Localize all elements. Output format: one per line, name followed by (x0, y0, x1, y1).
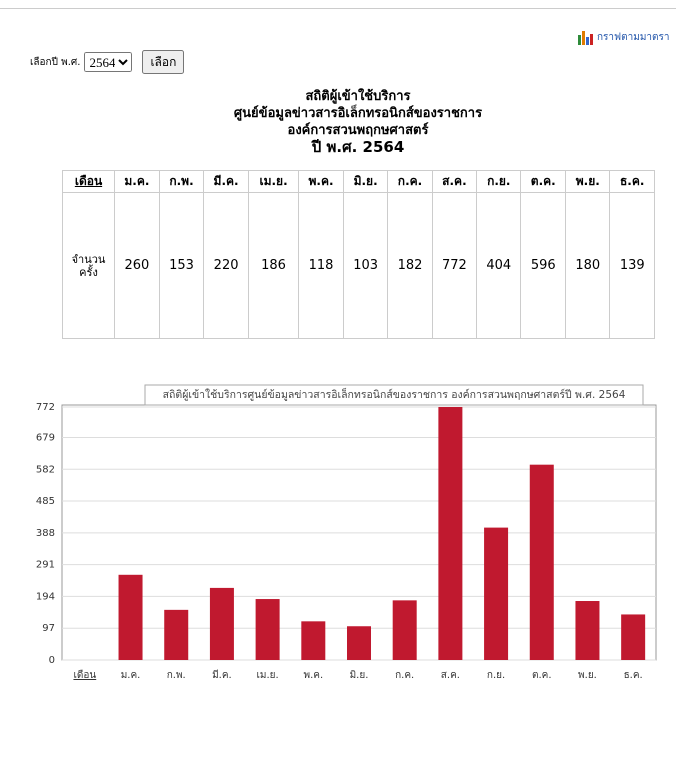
column-header: มิ.ย. (342, 170, 389, 193)
x-tick-label: ม.ค. (121, 670, 141, 681)
bar (529, 464, 554, 660)
column-header: พ.ย. (565, 170, 611, 193)
y-tick-label: 388 (36, 528, 55, 539)
chart-title: สถิติผู้เข้าใช้บริการศูนย์ข้อมูลข่าวสารอ… (163, 387, 626, 401)
chart-title-box (144, 384, 644, 406)
cell-value: 103 (342, 192, 389, 339)
x-tick-label: ส.ค. (441, 670, 460, 681)
column-header: ส.ค. (431, 170, 478, 193)
column-header: เดือน (62, 170, 115, 193)
y-tick-label: 772 (36, 402, 55, 413)
cell-value: 182 (387, 192, 433, 339)
column-header: ก.ค. (387, 170, 433, 193)
x-tick-label: เม.ย. (256, 670, 278, 681)
y-tick-label: 485 (36, 496, 55, 507)
x-tick-label: ก.ย. (487, 670, 505, 681)
x-tick-label: มี.ค. (212, 669, 232, 681)
cell-value: 153 (158, 192, 205, 339)
column-header: ธ.ค. (609, 170, 655, 193)
bar (255, 599, 280, 660)
column-header: มี.ค. (203, 170, 249, 193)
x-tick-label: ธ.ค. (624, 670, 643, 681)
cell-value: 139 (609, 192, 655, 339)
bar (347, 626, 371, 660)
bar (575, 601, 600, 660)
x-tick-label: พ.ย. (578, 670, 597, 681)
cell-value: 118 (298, 192, 344, 339)
column-header: ก.พ. (158, 170, 205, 193)
column-header: เม.ย. (247, 170, 300, 193)
bar (209, 587, 234, 660)
chart-icon (578, 31, 593, 45)
link-text[interactable]: กราฟตามมาตรา (597, 32, 670, 43)
title-line: สถิติผู้เข้าใช้บริการ (305, 89, 411, 104)
bar (484, 527, 509, 660)
y-tick-label: 582 (36, 464, 55, 475)
year-select[interactable]: 2564 (84, 52, 133, 72)
row-label: จำนวนครั้ง (62, 192, 115, 339)
column-header: ต.ค. (520, 170, 567, 193)
stats-table: เดือน ม.ค. ก.พ. มี.ค. เม.ย. พ.ค. มิ.ย. ก.ค. ส.ค.… (62, 170, 655, 339)
cell-value: 186 (247, 192, 300, 339)
bar (164, 609, 189, 660)
bar (301, 621, 326, 660)
cell-value: 772 (431, 192, 478, 339)
cell-value: 220 (203, 192, 249, 339)
x-tick-label: พ.ค. (303, 670, 323, 681)
cell-value: 404 (476, 192, 522, 339)
cell-value: 596 (520, 192, 567, 339)
cell-value: 260 (114, 192, 160, 339)
header-row: เดือน ม.ค. ก.พ. มี.ค. เม.ย. พ.ค. มิ.ย. ก.ค. ส.ค.… (62, 170, 655, 193)
bar (621, 614, 646, 660)
x-tick-label: ก.ค. (395, 670, 414, 681)
cell-value: 180 (565, 192, 611, 339)
y-tick-label: 679 (36, 432, 55, 443)
bar (392, 600, 417, 660)
y-tick-label: 97 (42, 623, 55, 634)
title-year: ปี พ.ศ. 2564 (311, 138, 405, 156)
top-border (0, 8, 676, 9)
submit-button[interactable]: เลือก (142, 50, 185, 74)
graph-link[interactable]: กราฟตามมาตรา (578, 30, 670, 45)
x-tick-label: เดือน (73, 669, 96, 681)
bar (118, 574, 143, 660)
chart: 0 97 194 291 388 485 582 679 772 เดือน ม.ค. ก.พ. มี.… (36, 384, 657, 681)
column-header: พ.ค. (298, 170, 344, 193)
title-line: องค์การสวนพฤกษศาสตร์ (287, 123, 429, 138)
y-tick-label: 0 (49, 655, 55, 666)
year-form: เลือกปี พ.ศ. 2564 เลือก (30, 50, 185, 74)
page-title: สถิติผู้เข้าใช้บริการ ศูนย์ข้อมูลข่าวสาร… (60, 88, 656, 156)
y-tick-label: 194 (36, 591, 55, 602)
column-header: ม.ค. (114, 170, 160, 193)
x-tick-label: ต.ค. (532, 670, 552, 681)
column-header: ก.ย. (476, 170, 522, 193)
title-line: ศูนย์ข้อมูลข่าวสารอิเล็กทรอนิกส์ของราชกา… (233, 106, 483, 121)
x-tick-label: มิ.ย. (350, 670, 369, 681)
data-row: จำนวนครั้ง 260 153 220 186 118 103 182 772 404 596… (62, 192, 655, 339)
year-label: เลือกปี พ.ศ. (30, 56, 81, 68)
x-tick-label: ก.พ. (167, 670, 186, 681)
bar (438, 407, 463, 660)
y-tick-label: 291 (36, 560, 55, 571)
